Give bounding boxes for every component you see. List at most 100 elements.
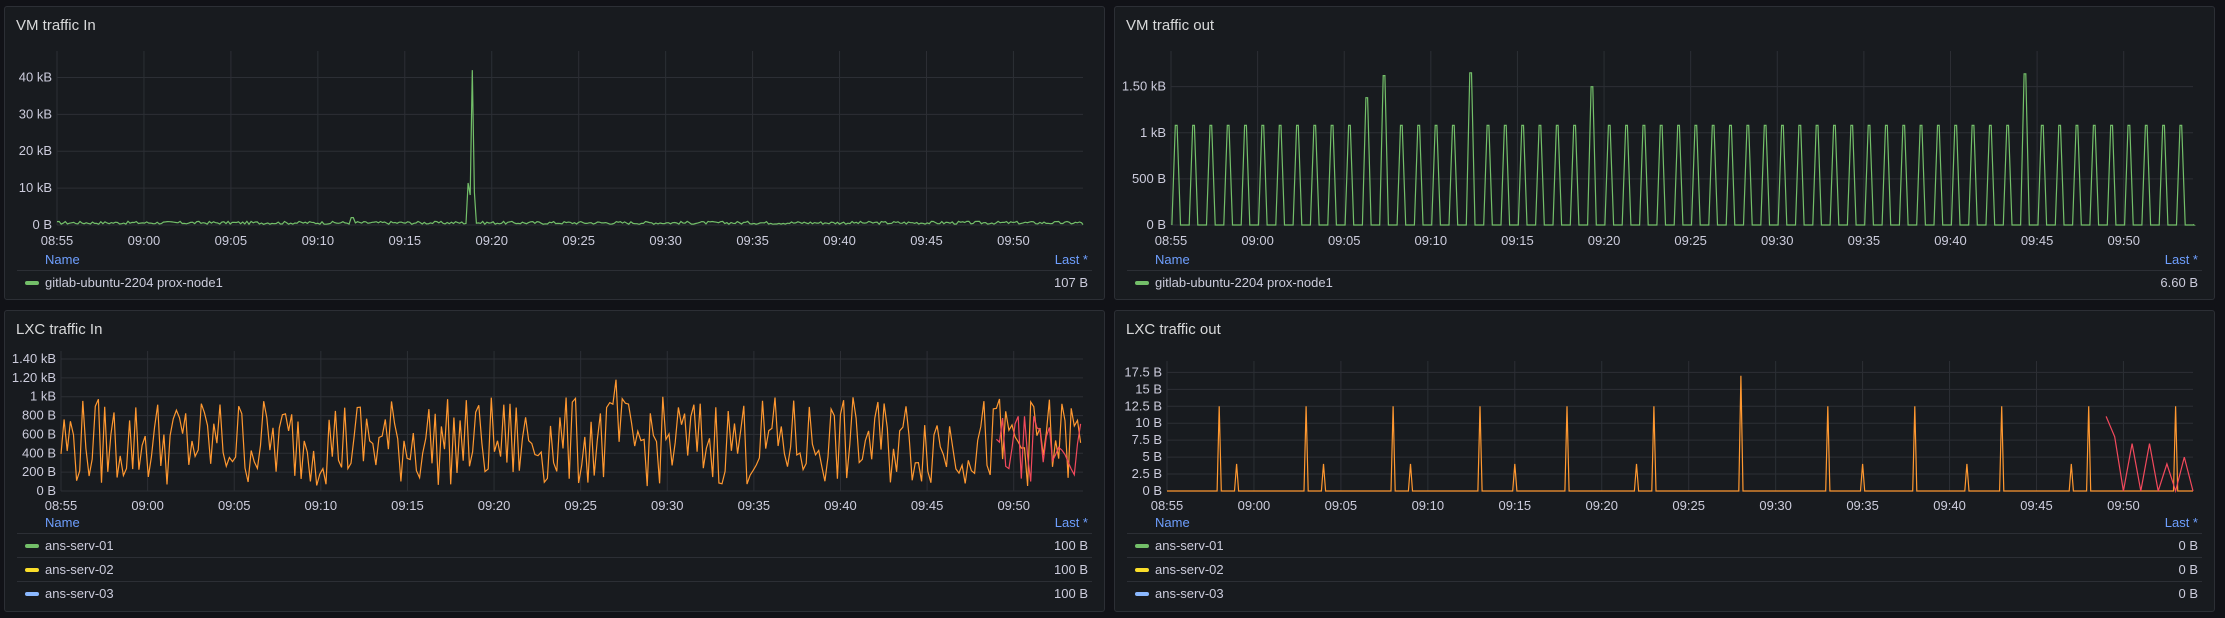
panel-title[interactable]: LXC traffic In xyxy=(16,321,103,338)
series-name[interactable]: ans-serv-03 xyxy=(1155,586,1224,601)
x-tick-label: 09:20 xyxy=(475,233,508,248)
x-tick-label: 09:00 xyxy=(1238,498,1271,513)
x-tick-label: 09:25 xyxy=(562,233,595,248)
y-tick-label: 7.5 B xyxy=(1132,432,1162,447)
panel-lxc-traffic-in[interactable]: LXC traffic In 0 B 200 B 400 B 600 B 800 B 1 … xyxy=(4,310,1105,612)
panel-title[interactable]: LXC traffic out xyxy=(1126,321,1221,338)
x-tick-label: 09:40 xyxy=(1933,498,1966,513)
series-color-swatch xyxy=(1135,592,1149,596)
series-color-swatch xyxy=(25,281,39,285)
x-tick-label: 09:15 xyxy=(389,233,422,248)
x-tick-label: 09:50 xyxy=(997,498,1030,513)
x-tick-label: 09:35 xyxy=(736,233,769,248)
x-tick-label: 09:20 xyxy=(478,498,511,513)
y-tick-label: 0 B xyxy=(1146,217,1166,232)
x-tick-label: 09:05 xyxy=(218,498,251,513)
series-color-swatch xyxy=(1135,568,1149,572)
x-tick-label: 09:05 xyxy=(215,233,248,248)
legend-row[interactable]: ans-serv-01 0 B xyxy=(1127,533,2202,557)
y-tick-label: 1.20 kB xyxy=(12,370,56,385)
y-tick-label: 1 kB xyxy=(1140,125,1166,140)
y-tick-label: 0 B xyxy=(36,483,56,498)
x-tick-label: 09:30 xyxy=(649,233,682,248)
series-color-swatch xyxy=(25,544,39,548)
panel-title[interactable]: VM traffic out xyxy=(1126,17,1215,34)
x-tick-label: 09:15 xyxy=(391,498,424,513)
series-color-swatch xyxy=(25,568,39,572)
series-last-value: 100 B xyxy=(1054,562,1088,577)
legend-row[interactable]: gitlab-ubuntu-2204 prox-node1 107 B xyxy=(17,270,1092,294)
legend: Name Last * gitlab-ubuntu-2204 prox-node… xyxy=(17,252,1092,294)
legend-name-header[interactable]: Name xyxy=(45,515,80,530)
x-tick-label: 09:30 xyxy=(651,498,684,513)
legend-last-header[interactable]: Last * xyxy=(2164,252,2198,267)
panel-title[interactable]: VM traffic In xyxy=(16,17,96,34)
panel-lxc-traffic-out[interactable]: LXC traffic out 0 B 2.5 B 5 B 7.5 B 10 B 12.5… xyxy=(1114,310,2215,612)
legend: Name Last * ans-serv-01 0 B ans-serv-02 … xyxy=(1127,515,2202,605)
y-tick-label: 15 B xyxy=(1135,381,1162,396)
series-name[interactable]: ans-serv-01 xyxy=(1155,538,1224,553)
legend-row[interactable]: ans-serv-03 0 B xyxy=(1127,581,2202,605)
x-tick-label: 09:05 xyxy=(1325,498,1358,513)
x-tick-label: 09:15 xyxy=(1499,498,1532,513)
x-tick-label: 09:10 xyxy=(1415,233,1448,248)
legend-row[interactable]: ans-serv-01 100 B xyxy=(17,533,1092,557)
legend-row[interactable]: ans-serv-02 0 B xyxy=(1127,557,2202,581)
y-tick-label: 40 kB xyxy=(19,69,52,84)
chart-vm-traffic-in[interactable]: 0 B 10 kB 20 kB 30 kB 40 kB 08:55 09:00 09:05 09… xyxy=(5,7,1106,301)
x-tick-label: 09:40 xyxy=(824,498,857,513)
x-tick-label: 09:35 xyxy=(738,498,771,513)
series-name[interactable]: ans-serv-02 xyxy=(45,562,114,577)
x-tick-label: 09:30 xyxy=(1759,498,1792,513)
series-color-swatch xyxy=(25,592,39,596)
series-line xyxy=(1167,375,2193,492)
series-last-value: 0 B xyxy=(2178,562,2198,577)
legend: Name Last * gitlab-ubuntu-2204 prox-node… xyxy=(1127,252,2202,294)
series-name[interactable]: ans-serv-01 xyxy=(45,538,114,553)
legend-row[interactable]: gitlab-ubuntu-2204 prox-node1 6.60 B xyxy=(1127,270,2202,294)
legend-name-header[interactable]: Name xyxy=(1155,252,1190,267)
y-tick-label: 1.40 kB xyxy=(12,351,56,366)
series-name[interactable]: gitlab-ubuntu-2204 prox-node1 xyxy=(1155,275,1333,290)
x-tick-label: 09:30 xyxy=(1761,233,1794,248)
series-line xyxy=(60,379,1082,487)
y-tick-label: 20 kB xyxy=(19,143,52,158)
x-tick-label: 09:50 xyxy=(997,233,1030,248)
y-tick-label: 500 B xyxy=(1132,171,1166,186)
legend-last-header[interactable]: Last * xyxy=(1054,515,1088,530)
legend-name-header[interactable]: Name xyxy=(1155,515,1190,530)
series-line xyxy=(56,70,1084,226)
x-tick-label: 09:00 xyxy=(128,233,161,248)
y-tick-label: 30 kB xyxy=(19,106,52,121)
legend-row[interactable]: ans-serv-03 100 B xyxy=(17,581,1092,605)
x-tick-label: 09:50 xyxy=(2107,498,2140,513)
y-tick-label: 600 B xyxy=(22,426,56,441)
legend-row[interactable]: ans-serv-02 100 B xyxy=(17,557,1092,581)
series-name[interactable]: gitlab-ubuntu-2204 prox-node1 xyxy=(45,275,223,290)
legend-last-header[interactable]: Last * xyxy=(1054,252,1088,267)
x-tick-label: 09:05 xyxy=(1328,233,1361,248)
legend-last-header[interactable]: Last * xyxy=(2164,515,2198,530)
x-tick-label: 09:00 xyxy=(1241,233,1274,248)
series-last-value: 0 B xyxy=(2178,586,2198,601)
x-tick-label: 09:50 xyxy=(2107,233,2140,248)
legend-name-header[interactable]: Name xyxy=(45,252,80,267)
chart-vm-traffic-out[interactable]: 0 B 500 B 1 kB 1.50 kB 08:55 09:00 09:05 09:10 0… xyxy=(1115,7,2216,301)
y-tick-label: 2.5 B xyxy=(1132,466,1162,481)
series-last-value: 6.60 B xyxy=(2160,275,2198,290)
series-name[interactable]: ans-serv-02 xyxy=(1155,562,1224,577)
x-tick-label: 09:40 xyxy=(1934,233,1967,248)
x-tick-label: 09:25 xyxy=(564,498,597,513)
y-tick-label: 10 B xyxy=(1135,415,1162,430)
x-tick-label: 09:35 xyxy=(1846,498,1879,513)
chart-lxc-traffic-in[interactable]: 0 B 200 B 400 B 600 B 800 B 1 kB 1.20 kB 1.40 k… xyxy=(5,311,1106,613)
y-tick-label: 0 B xyxy=(1142,483,1162,498)
x-tick-label: 08:55 xyxy=(45,498,78,513)
chart-lxc-traffic-out[interactable]: 0 B 2.5 B 5 B 7.5 B 10 B 12.5 B 15 B 17.5 B 08:5… xyxy=(1115,311,2216,613)
series-name[interactable]: ans-serv-03 xyxy=(45,586,114,601)
x-tick-label: 09:35 xyxy=(1848,233,1881,248)
y-tick-label: 0 B xyxy=(32,217,52,232)
y-tick-label: 200 B xyxy=(22,464,56,479)
panel-vm-traffic-in[interactable]: VM traffic In 0 B 10 kB 20 kB 30 kB 40 kB 08:… xyxy=(4,6,1105,300)
